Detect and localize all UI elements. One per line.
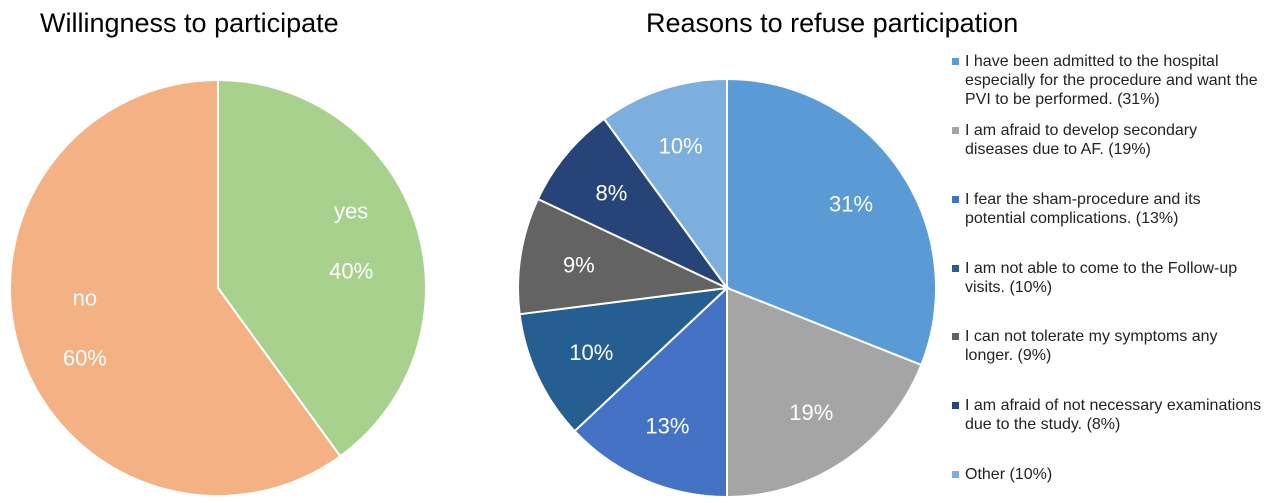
legend-item: Other (10%) (952, 465, 1262, 484)
legend-swatch (952, 471, 959, 478)
slice-value-label-1-1: 19% (789, 400, 833, 425)
legend-label: I fear the sham-procedure and its potent… (965, 191, 1201, 227)
slice-value-label-1-4: 9% (563, 253, 595, 278)
legend-swatch (952, 333, 959, 340)
pie-slice-1-4 (517, 197, 731, 316)
pie-slice-1-5 (536, 117, 728, 289)
pie-slice-1-1 (726, 286, 923, 499)
legend-swatch (952, 196, 959, 203)
legend-item: I have been admitted to the hospital esp… (952, 52, 1262, 109)
legend-swatch (952, 127, 959, 134)
slice-value-label-1-5: 8% (596, 180, 628, 205)
legend-item: I am afraid to develop secondary disease… (952, 121, 1262, 159)
slice-name-label-0-0: yes (334, 199, 368, 224)
slice-value-label-1-2: 13% (645, 414, 689, 439)
legend-item: I am not able to come to the Follow-up v… (952, 259, 1262, 297)
legend-label: Other (10%) (965, 466, 1053, 483)
pie-slice-1-0 (726, 77, 937, 367)
slice-value-label-1-3: 10% (569, 340, 613, 365)
legend-swatch (952, 402, 959, 409)
pie-slice-0-0 (217, 78, 427, 458)
legend-label: I have been admitted to the hospital esp… (965, 53, 1258, 108)
legend-label: I can not tolerate my symptoms any longe… (965, 328, 1218, 364)
chart-title-willingness: Willingness to participate (40, 8, 339, 38)
legend-swatch (952, 58, 959, 65)
legend-label: I am afraid to develop secondary disease… (965, 122, 1198, 158)
pie-slice-1-6 (602, 77, 728, 292)
slice-name-label-0-1: no (73, 285, 97, 310)
slice-value-label-1-6: 10% (659, 133, 703, 158)
pie-slice-1-2 (573, 285, 728, 499)
legend-label: I am afraid of not necessary examination… (965, 397, 1262, 433)
legend-item: I fear the sham-procedure and its potent… (952, 190, 1262, 228)
pie-slice-0-1 (9, 78, 342, 497)
pie-slice-1-3 (518, 286, 730, 433)
chart-title-reasons: Reasons to refuse participation (646, 8, 1019, 38)
slice-value-label-0-0: 40% (329, 259, 373, 284)
legend-item: I am afraid of not necessary examination… (952, 396, 1262, 434)
legend-item: I can not tolerate my symptoms any longe… (952, 327, 1262, 365)
slice-value-label-1-0: 31% (829, 192, 873, 217)
slice-value-label-0-1: 60% (63, 345, 107, 370)
legend-label: I am not able to come to the Follow-up v… (965, 260, 1238, 296)
legend-swatch (952, 265, 959, 272)
